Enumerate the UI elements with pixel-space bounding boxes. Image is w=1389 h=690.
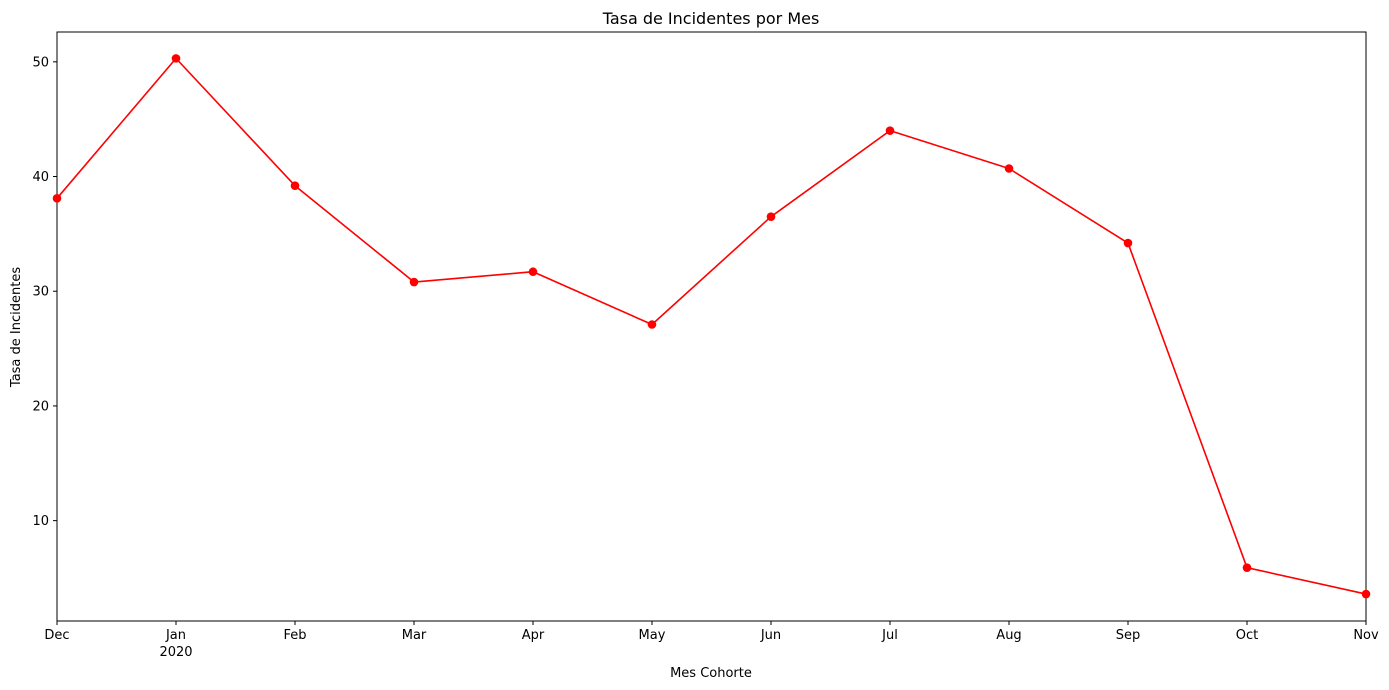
x-tick-label: Feb [283,628,306,643]
y-tick-label: 30 [32,285,49,300]
data-point [766,212,776,221]
y-tick-label: 40 [32,170,49,185]
x-tick-label: Mar [402,628,427,643]
plot-frame [56,31,1367,622]
series-layer [52,54,1371,599]
x-tick-label: Jul [881,628,898,643]
data-point [409,277,419,287]
series-line [56,57,1367,595]
x-year-label: 2020 [159,645,192,660]
x-tick-label: Apr [522,628,545,643]
x-axis-title: Mes Cohorte [670,666,752,681]
data-point [52,194,62,203]
x-tick-label: Sep [1116,628,1141,643]
x-tick-label: Dec [44,628,69,643]
y-tick-label: 20 [32,399,49,414]
x-tick-label: Oct [1236,628,1258,643]
y-tick-label: 10 [32,514,49,529]
data-point [290,181,300,191]
x-tick-label: Jan [165,628,186,643]
y-axis-title: Tasa de Incidentes [9,267,24,388]
x-tick-label: Aug [996,628,1021,643]
x-tick-label: Jun [760,628,781,643]
x-axis: Dec Jan Feb Mar Apr May Jun Jul Aug Sep Oct Nov [44,621,1379,643]
x-tick-label: May [639,628,666,643]
data-point [1361,589,1371,599]
data-point [171,54,181,63]
plot-area [56,31,1367,622]
y-tick-label: 50 [32,55,49,70]
data-point [647,320,657,329]
data-point [1123,238,1133,248]
data-point [1242,563,1252,572]
y-axis: 10 20 30 40 50 [32,55,57,529]
chart-title: Tasa de Incidentes por Mes [602,9,820,28]
x-tick-label: Nov [1353,628,1379,643]
data-point [885,126,895,135]
data-point [528,267,538,277]
data-point [1004,164,1014,173]
